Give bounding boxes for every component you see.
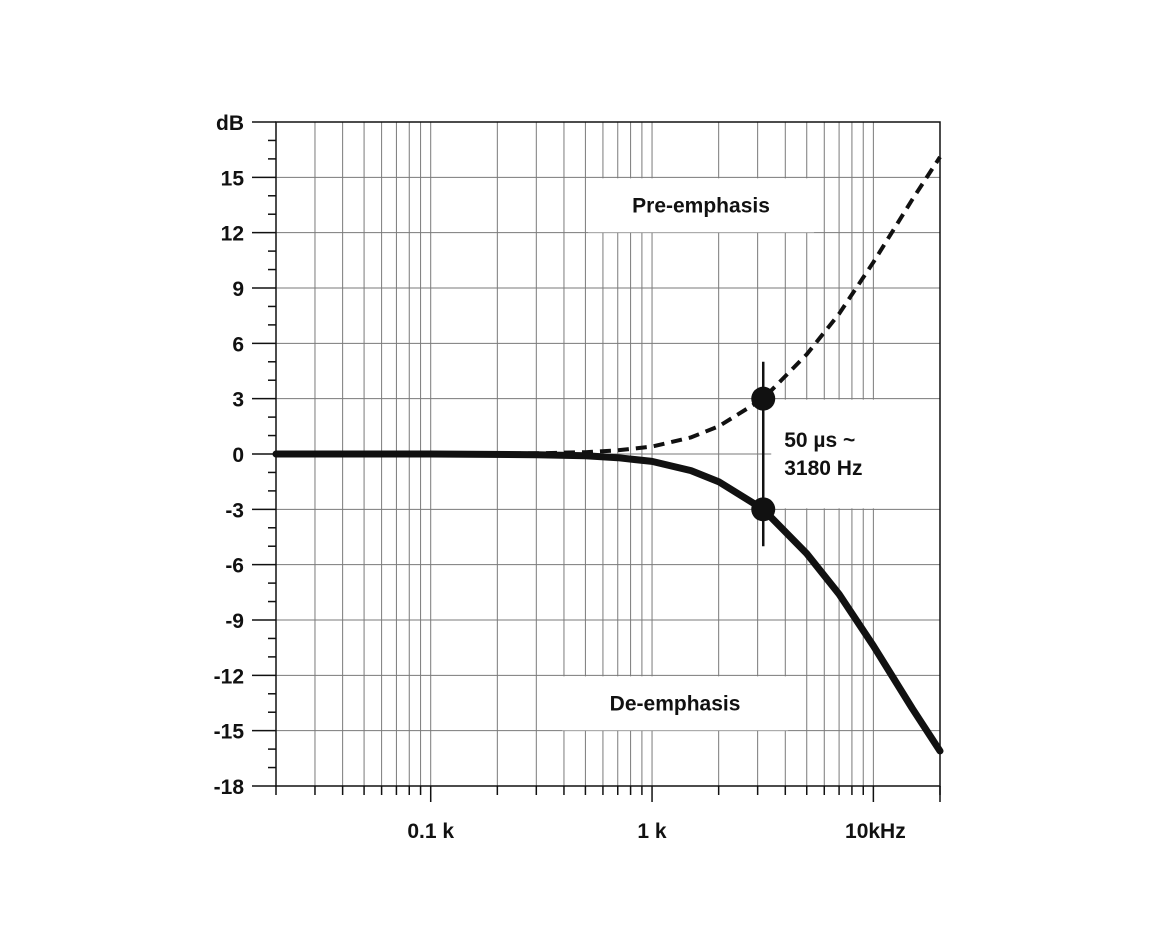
pre-emphasis-corner-point xyxy=(751,386,776,411)
y-tick-label: 0 xyxy=(232,444,244,467)
y-tick-label: 12 xyxy=(221,223,244,246)
y-tick-label: -12 xyxy=(214,665,244,688)
de-emphasis-label: De-emphasis xyxy=(610,692,741,715)
y-tick-label: -9 xyxy=(225,610,244,633)
y-tick-label: 9 xyxy=(232,278,244,301)
y-tick-label: 6 xyxy=(232,333,244,356)
annotations: Pre-emphasis De-emphasis 50 µs ~ 3180 Hz xyxy=(610,194,863,715)
pre-emphasis-label-background xyxy=(588,178,815,233)
y-axis-label: dB xyxy=(216,112,244,135)
x-tick-label: 10kHz xyxy=(845,820,906,843)
series xyxy=(272,155,944,755)
corner-frequency-label: 3180 Hz xyxy=(784,457,862,480)
de-emphasis-label-background xyxy=(562,676,789,731)
y-tick-label: -15 xyxy=(214,721,245,744)
y-tick-label: 3 xyxy=(232,389,244,412)
axes: 15 12 9 6 3 0 -3 -6 -9 -12 -15 -18 dB 0.1 k 1 k 10kHz xyxy=(214,112,941,843)
y-tick-label: -3 xyxy=(225,499,244,522)
y-tick-label: -6 xyxy=(225,555,244,578)
y-tick-label: 15 xyxy=(221,167,245,190)
corner-time-constant-label: 50 µs ~ xyxy=(784,429,855,452)
de-emphasis-corner-point xyxy=(751,497,776,522)
y-tick-label: -18 xyxy=(214,776,245,799)
pre-emphasis-label: Pre-emphasis xyxy=(632,194,770,217)
x-tick-label: 0.1 k xyxy=(407,820,454,843)
corner-label-background xyxy=(771,399,942,509)
x-tick-label: 1 k xyxy=(637,820,667,843)
annotation-backgrounds xyxy=(562,178,942,731)
de-emphasis-curve xyxy=(272,450,944,755)
